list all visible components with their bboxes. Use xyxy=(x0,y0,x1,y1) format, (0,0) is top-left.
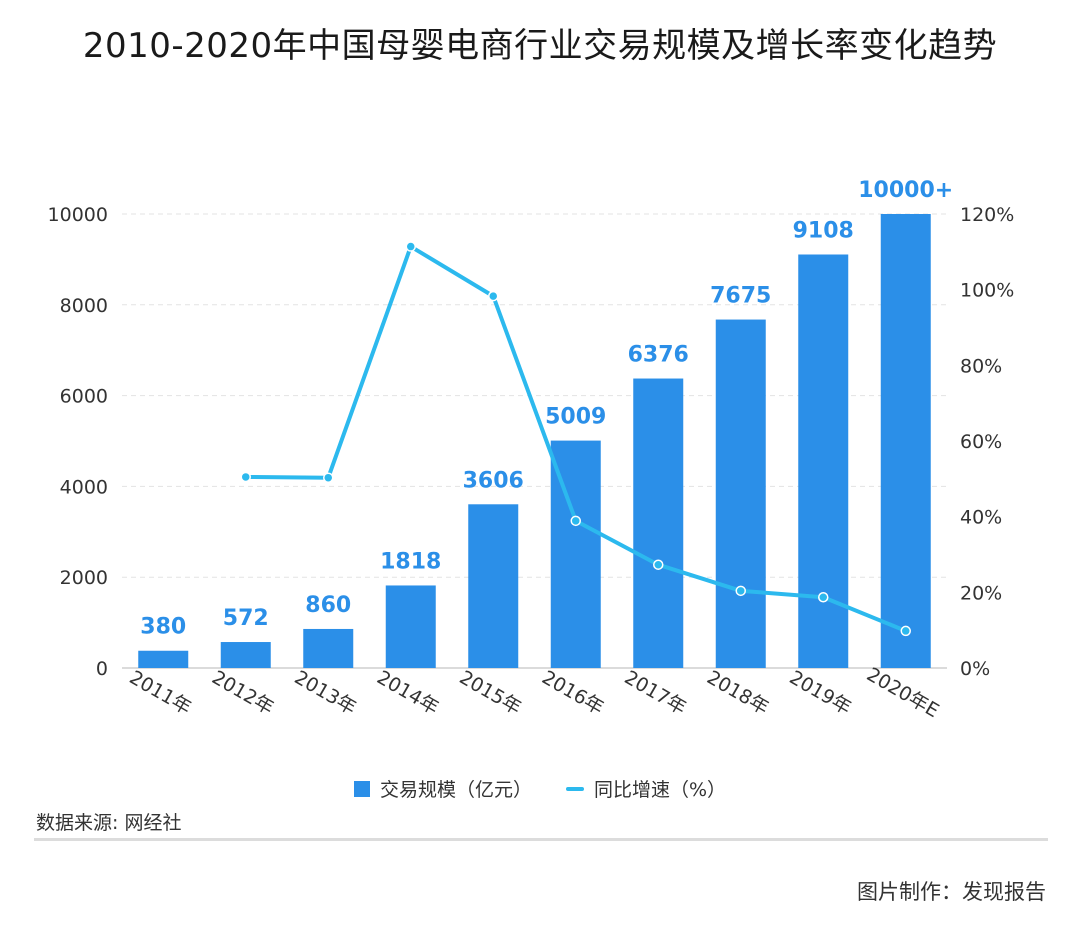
bar-value-label: 572 xyxy=(223,606,269,631)
right-tick-label: 100% xyxy=(960,280,1014,302)
left-tick-label: 8000 xyxy=(60,295,108,317)
combo-chart: 380 57286018183606500963767675910810000+ … xyxy=(48,178,1015,722)
legend-line-swatch xyxy=(565,786,584,791)
data-source: 数据来源: 网经社 xyxy=(36,812,182,834)
bar-value-label: 3606 xyxy=(463,468,524,493)
chart-title: 2010-2020年中国母婴电商行业交易规模及增长率变化趋势 xyxy=(82,26,998,66)
x-tick-label: 2020年E xyxy=(863,663,943,722)
growth-point xyxy=(240,471,251,483)
bar xyxy=(385,585,436,668)
bar-value-label: 10000+ xyxy=(858,178,953,203)
right-tick-label: 0% xyxy=(960,658,990,680)
bar xyxy=(303,628,354,668)
legend-item-bar[interactable]: 交易规模（亿元） xyxy=(353,775,532,802)
growth-point xyxy=(900,625,911,637)
bar-series xyxy=(138,214,931,668)
bar-value-label: 5009 xyxy=(545,405,606,430)
x-tick-label: 2014年 xyxy=(373,666,442,719)
bar xyxy=(880,214,931,668)
left-tick-label: 6000 xyxy=(60,386,108,408)
x-tick-label: 2015年 xyxy=(456,666,525,719)
bar-value-label: 1818 xyxy=(380,549,441,574)
bar xyxy=(138,650,189,668)
x-axis-ticks: 2011年 2012年 2013年 2014年 2015年 2016年 2017年 2018年… xyxy=(126,663,943,722)
legend: 交易规模（亿元） 同比增速（%） xyxy=(0,775,1080,802)
bar-value-label: 7675 xyxy=(710,284,771,309)
x-tick-label: 2012年 xyxy=(208,666,277,719)
legend-item-line[interactable]: 同比增速（%） xyxy=(565,775,727,802)
right-tick-label: 40% xyxy=(960,507,1002,529)
bar xyxy=(220,642,271,668)
right-tick-label: 60% xyxy=(960,431,1002,453)
right-tick-label: 120% xyxy=(960,204,1014,226)
growth-point xyxy=(570,515,581,527)
bar xyxy=(468,504,519,668)
right-tick-label: 20% xyxy=(960,582,1002,604)
bar-value-label: 6376 xyxy=(628,343,689,368)
growth-point xyxy=(323,472,334,483)
growth-point xyxy=(818,592,829,603)
legend-bar-swatch xyxy=(353,780,370,797)
legend-line-label: 同比增速（%） xyxy=(593,779,727,801)
bar-value-label: 860 xyxy=(305,593,351,618)
growth-point xyxy=(488,290,499,302)
x-tick-label: 2017年 xyxy=(621,666,690,719)
legend-bar-label: 交易规模（亿元） xyxy=(379,779,532,801)
left-tick-label: 0 xyxy=(96,658,108,680)
left-tick-label: 4000 xyxy=(60,476,108,498)
right-axis-ticks: 0% 20% 40% 60% 80% 100% 120% xyxy=(960,204,1014,680)
bar xyxy=(633,378,684,668)
x-tick-label: 2013年 xyxy=(291,666,360,719)
left-tick-label: 10000 xyxy=(48,204,108,226)
line-series xyxy=(240,241,911,637)
x-tick-label: 2016年 xyxy=(538,666,607,719)
left-tick-label: 2000 xyxy=(60,567,108,589)
right-tick-label: 80% xyxy=(960,355,1002,377)
bar-value-label: 380 xyxy=(140,615,186,640)
x-tick-label: 2011年 xyxy=(126,666,195,719)
divider xyxy=(34,838,1048,841)
growth-point xyxy=(735,585,746,597)
image-credit: 图片制作：发现报告 xyxy=(857,880,1046,904)
growth-point xyxy=(405,241,416,252)
growth-point xyxy=(653,559,664,570)
bar-value-label: 9108 xyxy=(793,218,854,243)
x-tick-label: 2018年 xyxy=(703,666,772,719)
x-tick-label: 2019年 xyxy=(786,666,855,719)
bar xyxy=(715,319,766,668)
left-axis-ticks: 0 2000 4000 6000 8000 10000 xyxy=(48,204,108,680)
